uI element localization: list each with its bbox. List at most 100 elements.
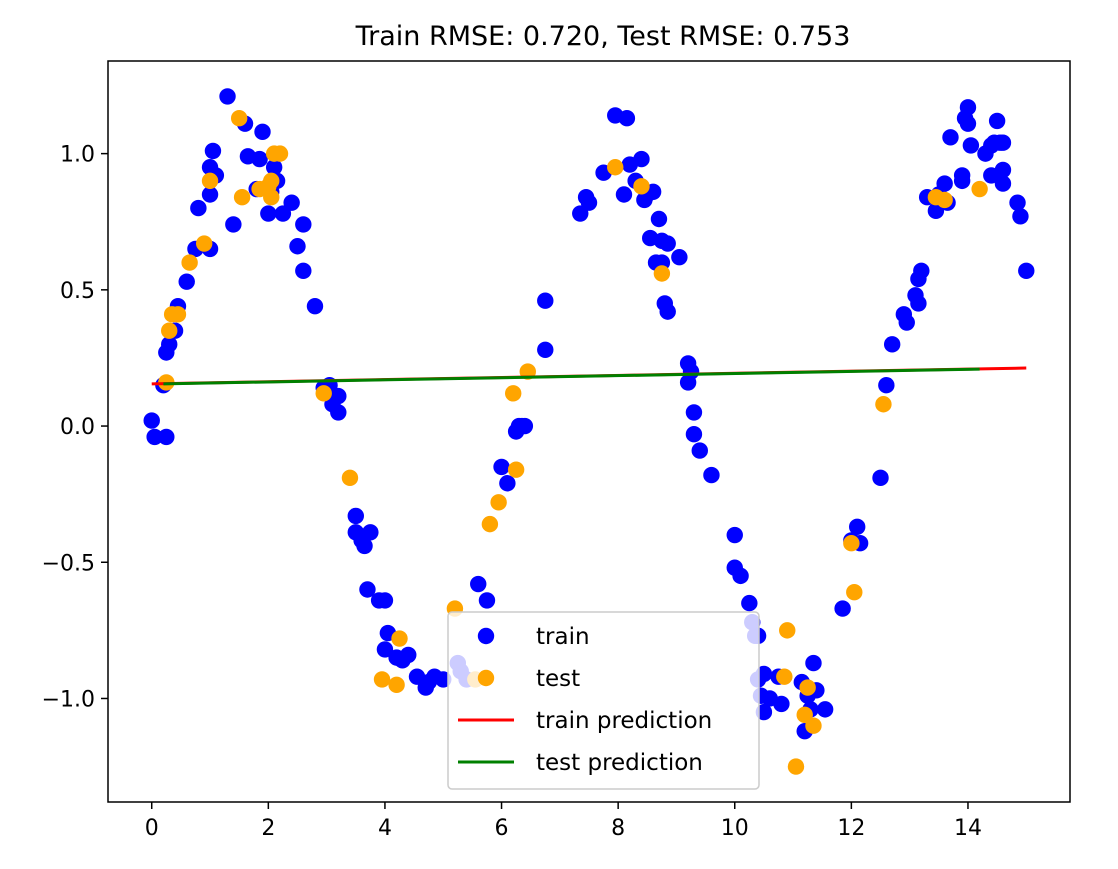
x-tick-label: 0 [145,816,159,841]
train-point [994,134,1012,151]
test-point [776,668,793,685]
train-point [703,466,720,484]
train-point [872,469,889,487]
train-point [691,442,708,459]
test-point [341,469,359,487]
train-point [633,150,650,168]
train-point [356,537,373,555]
train-point [400,646,417,664]
test-prediction-line [163,367,980,386]
test-point [843,534,860,552]
train-point [470,575,487,593]
train-point [516,417,534,435]
legend-label-test: test [536,666,580,692]
train-point [161,336,178,353]
train-point [295,262,312,279]
test-point [263,189,280,206]
train-point [650,210,668,228]
test-point [875,396,892,413]
train-point [773,695,790,713]
train-point [962,137,980,154]
train-point [755,665,773,683]
test-point [181,254,198,271]
test-point [481,515,499,533]
x-tick-label: 14 [954,816,982,841]
x-tick-label: 2 [261,816,275,841]
train-point [330,387,347,405]
train-point [537,341,554,358]
train-point [537,292,554,309]
test-point [201,172,219,190]
train-point [959,99,977,116]
x-tick-label: 12 [837,816,865,841]
train-point [190,199,207,217]
train-point [816,701,834,718]
train-point [143,412,160,429]
y-tick-label: −0.5 [42,551,95,576]
test-point [161,322,178,339]
train-point [146,428,163,446]
test-point [971,180,988,198]
train-point [347,507,364,525]
train-point [376,592,394,609]
test-point [391,630,408,647]
test-point [169,306,187,323]
test-point [505,385,522,402]
train-point [682,363,700,380]
train-point [685,426,703,443]
train-point [988,112,1006,130]
train-point [219,88,236,105]
test-point [799,679,816,696]
train-point [478,592,496,609]
train-point [671,248,688,266]
train-point [265,159,283,176]
train-point [499,475,516,492]
train-point [572,205,589,222]
train-point [910,295,927,312]
train-point [953,172,971,190]
test-point [233,189,251,206]
train-point [493,458,510,476]
test-point [653,265,671,282]
y-tick-label: 0.5 [60,279,95,304]
x-tick-label: 10 [721,816,749,841]
train-point [659,303,676,320]
plot-frame [107,60,1071,803]
y-tick-label: −1.0 [42,687,95,712]
legend-label-train-prediction: train prediction [536,708,712,734]
train-point [755,703,773,721]
test-point [388,676,405,694]
train-point [959,115,977,132]
train-point [580,194,598,211]
test-point [846,584,863,601]
train-point [732,567,749,585]
y-tick-label: 1.0 [60,143,95,168]
train-point [615,186,633,203]
x-tick-label: 4 [378,816,392,841]
train-point [158,428,175,446]
train-point [1012,208,1029,225]
train-point [913,262,930,279]
legend-marker-test [477,669,495,687]
train-point [274,205,292,222]
train-point [295,216,312,233]
train-point [927,202,945,220]
train-point [726,526,743,544]
test-point [633,178,650,195]
train-point [994,175,1012,192]
train-point [1009,194,1026,211]
train-point [254,123,271,141]
chart-title: Train RMSE: 0.720, Test RMSE: 0.753 [355,21,851,52]
train-point [306,297,324,315]
legend-box [447,611,760,790]
train-point [942,129,959,146]
train-point [376,641,394,658]
x-tick-label: 6 [495,816,509,841]
train-point [659,235,676,252]
train-point [260,205,277,222]
train-point [848,518,866,536]
train-point [805,654,822,672]
test-point [805,717,822,734]
